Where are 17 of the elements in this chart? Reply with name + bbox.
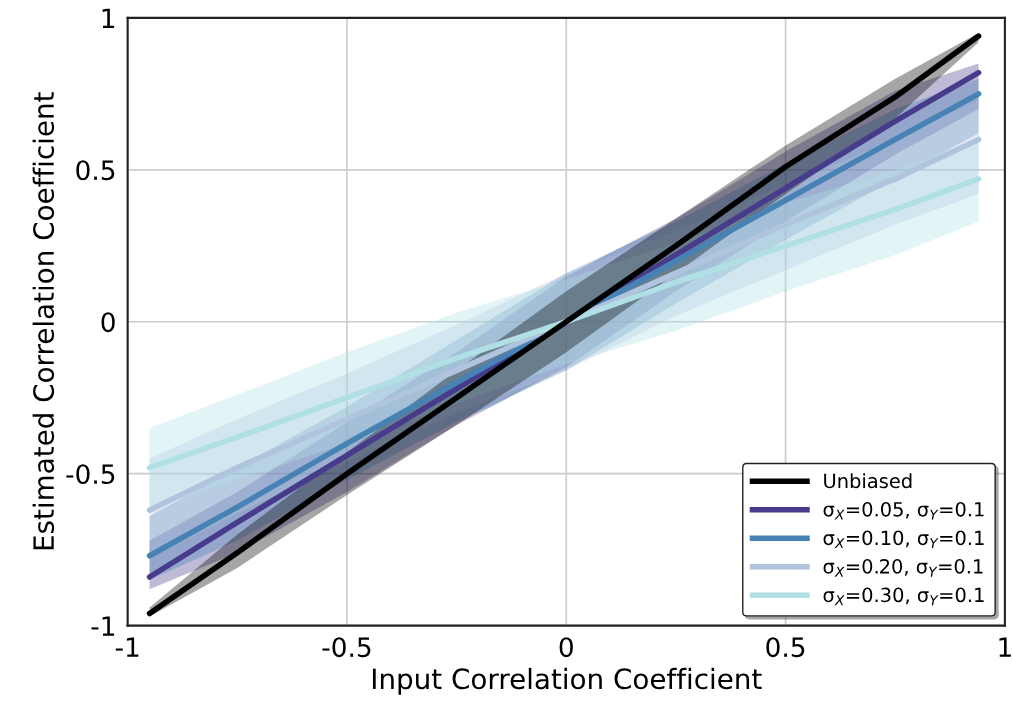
y-tick-label: 1 [102,8,115,28]
x-tick-label: 0.5 [766,637,805,658]
legend-label: σ$_{X}$=0.20, σ$_{Y}$=0.1 [823,559,983,577]
legend-label: σ$_{X}$=0.30, σ$_{Y}$=0.1 [823,587,984,606]
legend-label: σ$_{X}$=0.05, σ$_{Y}$=0.1 [823,501,984,520]
x-tick-label: -1 [115,637,139,657]
y-tick-label: -1 [91,616,115,636]
y-tick-label: -0.5 [66,464,115,485]
legend-label: σ$_{X}$=0.10, σ$_{Y}$=0.1 [823,530,984,549]
y-tick-label: 0 [101,312,115,333]
y-tick-label: 0.5 [76,160,115,181]
x-tick-label: 0 [559,637,573,658]
legend-label: Unbiased [824,473,912,489]
x-tick-label: 1 [999,637,1011,657]
x-tick-label: -0.5 [322,637,371,658]
x-axis-title: Input Correlation Coefficient [372,667,762,695]
y-axis-title: Estimated Correlation Coefficient [32,92,55,550]
